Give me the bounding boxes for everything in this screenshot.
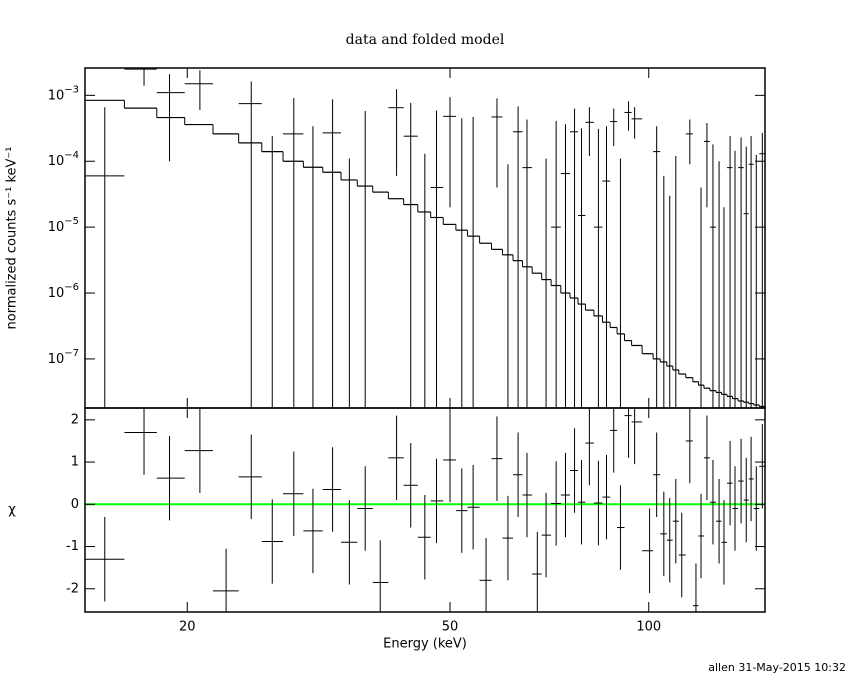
y-tick-label: 10−5: [48, 216, 79, 235]
y-tick-label: 10−6: [48, 282, 79, 301]
y-tick-label: 1: [71, 455, 79, 470]
y-tick-label: 10−3: [48, 84, 79, 103]
y-tick-label: 0: [71, 497, 79, 512]
y-tick-label: 10−4: [48, 150, 79, 169]
y-tick-label: -1: [66, 539, 79, 554]
x-tick-label: 100: [636, 620, 661, 635]
footer: allen 31-May-2015 10:32: [708, 661, 846, 674]
y-axis-label: χ: [8, 503, 16, 518]
y-tick-label: 2: [71, 412, 79, 427]
x-tick-label: 50: [442, 620, 459, 635]
x-axis-label: Energy (keV): [383, 637, 467, 652]
y-tick-label: 10−7: [48, 348, 79, 367]
chart-title: data and folded model: [346, 32, 505, 48]
plot-frame: [84, 407, 766, 613]
x-tick-label: 20: [179, 620, 196, 635]
y-axis-label: normalized counts s⁻¹ keV⁻¹: [5, 147, 20, 330]
y-tick-label: -2: [66, 581, 79, 596]
